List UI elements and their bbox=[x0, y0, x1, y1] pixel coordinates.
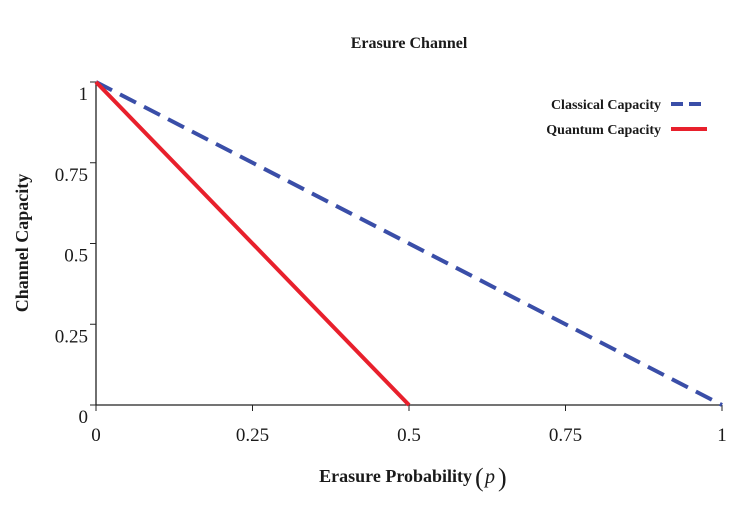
series-layer bbox=[94, 80, 723, 407]
y-ticks: 0 0.25 0.5 0.75 1 bbox=[55, 81, 96, 428]
series-line-classical-capacity bbox=[95, 80, 723, 407]
x-tick-label: 0 bbox=[91, 425, 101, 446]
legend-label: Quantum Capacity bbox=[546, 123, 661, 138]
x-axis-label-open-paren: ( bbox=[475, 463, 484, 492]
x-ticks: 0 0.25 0.5 0.75 1 bbox=[91, 405, 727, 446]
y-axis-label: Channel Capacity bbox=[12, 174, 32, 313]
y-tick-label: 0 bbox=[79, 407, 89, 428]
y-tick-label: 1 bbox=[79, 84, 89, 105]
y-tick-label: 0.25 bbox=[55, 326, 88, 347]
x-tick-label: 0.25 bbox=[236, 425, 269, 446]
legend-label: Classical Capacity bbox=[551, 98, 661, 113]
y-tick-label: 0.75 bbox=[55, 165, 88, 186]
x-tick-label: 0.5 bbox=[397, 425, 421, 446]
x-axis-label-variable: p bbox=[483, 466, 495, 488]
chart-title: Erasure Channel bbox=[351, 35, 468, 52]
x-axis-label-group: Erasure Probability ( p ) bbox=[319, 463, 507, 492]
y-tick-label: 0.5 bbox=[64, 246, 88, 267]
legend: Classical Capacity Quantum Capacity bbox=[546, 98, 707, 138]
x-axis-label-close-paren: ) bbox=[498, 463, 507, 492]
x-axis-label: Erasure Probability bbox=[319, 466, 472, 486]
series-line-quantum-capacity bbox=[94, 80, 411, 407]
x-tick-label: 1 bbox=[717, 425, 727, 446]
x-tick-label: 0.75 bbox=[549, 425, 582, 446]
